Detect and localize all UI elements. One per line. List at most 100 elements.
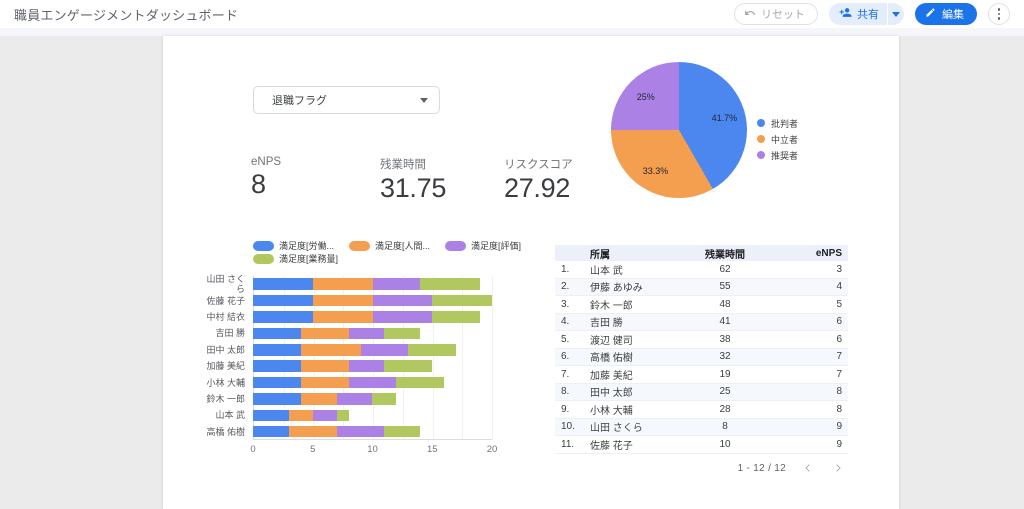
bar-segment[interactable] [300, 344, 361, 356]
bar-segment[interactable] [253, 294, 313, 307]
bar-segment[interactable] [384, 425, 421, 438]
prev-page-button[interactable] [800, 461, 816, 477]
bar-segment[interactable] [336, 393, 373, 405]
bar-segment[interactable] [300, 393, 337, 405]
table-row[interactable]: 1. 山本 武 62 3 [555, 261, 848, 279]
table-row[interactable]: 9. 小林 大輔 28 8 [555, 401, 848, 419]
legend-swatch-icon [253, 253, 274, 264]
bar-stack[interactable] [253, 294, 492, 307]
bar-stack[interactable] [253, 311, 492, 323]
share-dropdown-button[interactable] [887, 3, 904, 25]
bar-segment[interactable] [253, 360, 301, 372]
pie-legend-item[interactable]: 中立者 [757, 131, 798, 147]
cell-rank: 7. [561, 368, 570, 380]
bar-segment[interactable] [408, 344, 457, 356]
bar-stack[interactable] [253, 344, 492, 356]
bar-segment[interactable] [300, 376, 349, 389]
filter-dropdown[interactable]: 退職フラグ [253, 86, 440, 114]
x-axis-tick-label: 0 [250, 444, 256, 455]
gridline [283, 276, 285, 439]
bar-legend-item[interactable]: 満足度[業務量] [253, 253, 338, 264]
app-header: 職員エンゲージメントダッシュボード リセット 共有 編集 [0, 0, 1024, 28]
bar-segment[interactable] [348, 376, 397, 389]
bar-segment[interactable] [432, 294, 492, 307]
bar-stack[interactable] [253, 360, 492, 372]
table-row[interactable]: 10. 山田 さくら 8 9 [555, 418, 848, 436]
bar-segment[interactable] [336, 409, 349, 422]
table-row[interactable]: 7. 加藤 美紀 19 7 [555, 366, 848, 384]
bar-segment[interactable] [336, 425, 385, 438]
bar-segment[interactable] [372, 278, 421, 290]
bar-segment[interactable] [360, 344, 409, 356]
share-button[interactable]: 共有 [829, 3, 904, 25]
edit-button-label: 編集 [942, 9, 964, 21]
bar-stack[interactable] [253, 393, 492, 405]
bar-legend-item[interactable]: 満足度[評価] [445, 240, 521, 251]
bar-segment[interactable] [300, 360, 349, 372]
cell-enps: 6 [836, 333, 842, 345]
edit-button[interactable]: 編集 [915, 3, 977, 25]
bar-segment[interactable] [300, 327, 349, 340]
caret-down-icon [892, 11, 900, 17]
table-row[interactable]: 8. 田中 太郎 25 8 [555, 383, 848, 401]
bar-segment[interactable] [312, 311, 373, 323]
stacked-bar-chart: 山田 さくら 佐藤 花子 中村 結衣 吉田 勝田中 太郎 加藤 美紀 小林 大輔 鈴木 一郎… [203, 274, 503, 455]
bar-row: 加藤 美紀 [203, 358, 503, 374]
bar-stack[interactable] [253, 409, 492, 422]
bar-segment[interactable] [420, 278, 481, 290]
header-cell-name: 所属 [590, 249, 610, 261]
cell-enps: 9 [836, 438, 842, 450]
bar-segment[interactable] [384, 327, 421, 340]
undo-icon [744, 7, 756, 22]
reset-button[interactable]: リセット [734, 3, 818, 25]
bar-segment[interactable] [348, 360, 385, 372]
table-row[interactable]: 3. 鈴木 一郎 48 5 [555, 296, 848, 314]
bar-segment[interactable] [253, 425, 289, 438]
table-row[interactable]: 2. 伊藤 あゆみ 55 4 [555, 278, 848, 296]
bar-segment[interactable] [396, 376, 445, 389]
more-options-button[interactable] [988, 3, 1010, 25]
share-button-main[interactable]: 共有 [829, 3, 887, 25]
bar-segment[interactable] [288, 409, 313, 422]
bar-segment[interactable] [384, 360, 433, 372]
bar-segment[interactable] [253, 278, 313, 290]
bar-segment[interactable] [312, 409, 337, 422]
cell-rank: 2. [561, 281, 570, 293]
bar-category-label: 山田 さくら [206, 274, 245, 295]
bar-segment[interactable] [432, 311, 481, 323]
bar-stack[interactable] [253, 425, 492, 438]
bar-legend-item[interactable]: 満足度[人間... [349, 240, 430, 251]
table-row[interactable]: 6. 高橋 佑樹 32 7 [555, 348, 848, 366]
pie-legend-item[interactable]: 批判者 [757, 115, 798, 131]
pie-legend-item[interactable]: 推奨者 [757, 147, 798, 163]
bar-segment[interactable] [348, 327, 385, 340]
bar-segment[interactable] [253, 311, 313, 323]
bar-stack[interactable] [253, 278, 492, 290]
bar-segment[interactable] [253, 327, 301, 340]
table-row[interactable]: 5. 渡辺 健司 38 6 [555, 331, 848, 349]
cell-name: 吉田 勝 [590, 318, 623, 330]
bar-segment[interactable] [253, 393, 301, 405]
bar-segment[interactable] [253, 344, 301, 356]
scorecard-value: 8 [251, 169, 266, 199]
bar-legend-item[interactable]: 満足度[労働... [253, 240, 334, 251]
next-page-button[interactable] [830, 461, 846, 477]
cell-name: 佐藤 花子 [590, 440, 633, 452]
bar-segment[interactable] [372, 393, 397, 405]
bar-segment[interactable] [288, 425, 337, 438]
bar-stack[interactable] [253, 327, 492, 340]
cell-rank: 3. [561, 298, 570, 310]
bar-segment[interactable] [253, 409, 289, 422]
bar-segment[interactable] [372, 311, 433, 323]
bar-segment[interactable] [312, 294, 373, 307]
bar-segment[interactable] [253, 376, 301, 389]
pie-chart[interactable]: 41.7% 33.3% 25% [611, 62, 747, 198]
scorecard-overtime: 残業時間 31.75 [380, 156, 500, 204]
bar-segment[interactable] [312, 278, 373, 290]
table-row[interactable]: 11. 佐藤 花子 10 9 [555, 436, 848, 454]
bar-stack[interactable] [253, 376, 492, 389]
bar-chart-plot-area [253, 276, 493, 440]
bar-segment[interactable] [372, 294, 433, 307]
cell-name: 鈴木 一郎 [590, 300, 633, 312]
table-row[interactable]: 4. 吉田 勝 41 6 [555, 313, 848, 331]
